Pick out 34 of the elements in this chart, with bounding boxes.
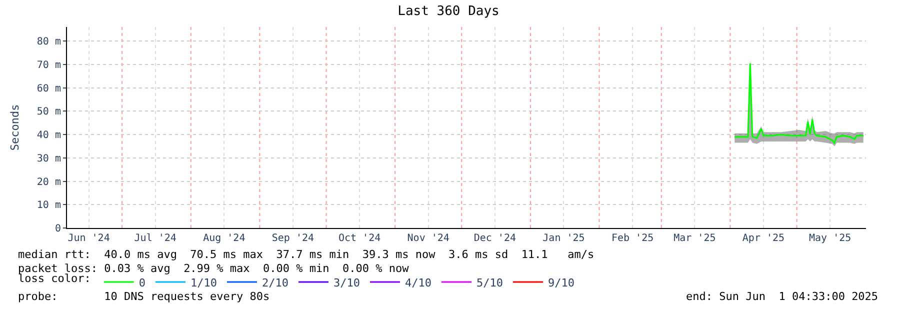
y-tick-label: 10 m [36,200,61,212]
y-axis-title: Seconds [8,104,22,151]
legend-label: 5/10 [476,276,503,290]
x-tick-label: May '25 [808,233,852,244]
text: probe: 10 DNS requests every 80s [18,290,270,303]
legend-label: 0 [138,276,146,290]
text: end: Sun Jun 1 04:33:00 2025 [686,290,878,303]
x-tick-label: Sep '24 [272,233,314,244]
x-tick-label: Jul '24 [134,233,176,244]
y-tick-label: 50 m [36,106,61,118]
x-tick-label: Feb '25 [611,233,654,244]
y-tick-label: 80 m [36,36,61,48]
x-tick-label: Mar '25 [674,233,716,244]
text: packet loss: 0.03 % avg 2.99 % max 0.00 % min 0.00 % now [18,262,410,275]
legend-label: 1/10 [190,276,217,290]
legend-label: 2/10 [262,276,288,290]
x-tick-label: Apr '25 [742,233,785,244]
y-tick-label: 60 m [36,83,61,94]
y-tick-label: 20 m [36,176,61,188]
x-tick-label: Oct '24 [338,233,381,244]
x-tick-label: Dec '24 [474,233,516,244]
legend-label: 4/10 [404,276,432,290]
x-tick-label: Nov '24 [407,233,450,244]
y-tick-label: 30 m [36,153,61,164]
text: median rtt: 40.0 ms avg 70.5 ms max 37.7 ms min 39.3 ms now 3.6 ms sd 11.1 am/s [18,248,594,261]
legend-label: 3/10 [333,276,360,290]
x-tick-label: Aug '24 [203,233,246,244]
x-tick-label: Jun '24 [68,233,110,244]
y-tick-label: 0 [54,224,61,234]
chart-title: Last 360 Days [398,4,500,20]
legend-label: 9/10 [548,276,574,290]
y-tick-label: 70 m [36,60,61,71]
y-tick-label: 40 m [36,130,61,142]
x-tick-label: Jan '25 [542,233,585,244]
